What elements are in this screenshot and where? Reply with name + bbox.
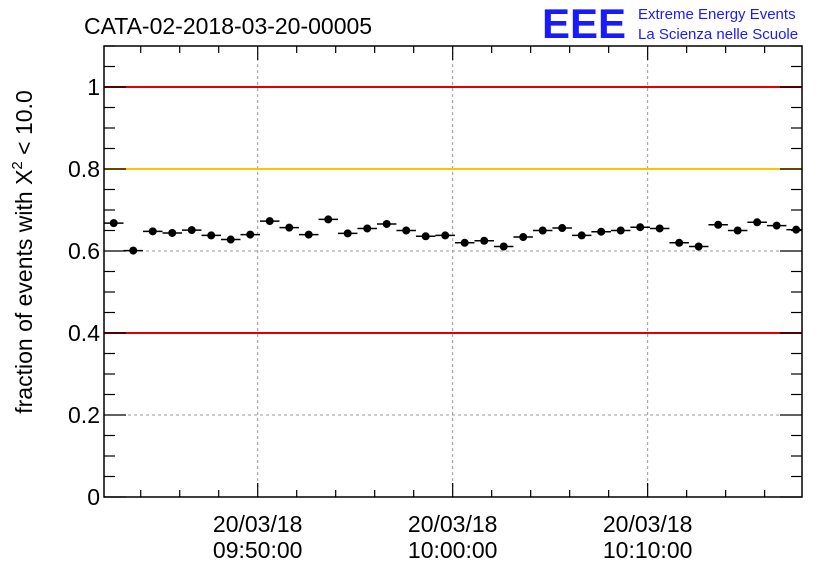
marker xyxy=(363,224,372,233)
data-point xyxy=(630,223,650,232)
marker xyxy=(558,224,567,233)
data-point xyxy=(435,231,455,240)
x-tick-label-time: 09:50:00 xyxy=(213,537,303,563)
data-point xyxy=(727,226,748,235)
data-point xyxy=(552,224,572,233)
y-tick-label: 0.2 xyxy=(68,402,100,428)
data-point xyxy=(104,219,124,228)
marker xyxy=(519,233,528,242)
data-point xyxy=(747,218,767,227)
eee-logo: EEE Extreme Energy Events La Scienza nel… xyxy=(542,0,798,47)
data-point xyxy=(298,230,319,239)
data-point xyxy=(688,242,709,251)
y-tick-label: 0.4 xyxy=(68,320,100,346)
data-point xyxy=(396,226,416,235)
chart-title: CATA-02-2018-03-20-00005 xyxy=(84,13,372,39)
marker xyxy=(792,225,801,234)
data-point xyxy=(786,225,802,234)
y-axis-label: fraction of events with X2 < 10.0 xyxy=(9,90,37,414)
marker xyxy=(616,226,625,235)
data-point xyxy=(571,231,592,240)
marker xyxy=(207,231,216,240)
marker xyxy=(538,226,547,235)
marker xyxy=(441,231,450,240)
marker xyxy=(382,219,391,228)
marker xyxy=(148,227,157,236)
y-axis-label-exponent: 2 xyxy=(9,161,26,169)
data-point xyxy=(766,221,787,230)
marker xyxy=(577,231,586,240)
marker xyxy=(753,218,762,227)
data-point xyxy=(357,224,377,233)
y-axis-label-symbol: X xyxy=(11,170,37,185)
x-tick-label-date: 20/03/18 xyxy=(603,511,693,537)
data-point xyxy=(708,220,728,229)
marker xyxy=(343,229,352,238)
data-point xyxy=(279,223,299,232)
marker xyxy=(733,226,742,235)
marker xyxy=(655,224,664,233)
y-axis-label-prefix: fraction of events with xyxy=(11,185,37,414)
x-tick-label-time: 10:00:00 xyxy=(408,537,498,563)
marker xyxy=(421,232,430,241)
reference-lines xyxy=(104,86,802,334)
data-point xyxy=(259,217,280,226)
data-point xyxy=(415,232,436,241)
marker xyxy=(304,230,313,239)
data-point xyxy=(220,235,241,244)
data-points xyxy=(104,215,802,255)
marker xyxy=(226,235,235,244)
marker xyxy=(265,217,274,226)
marker xyxy=(480,236,489,245)
x-tick-label-time: 10:10:00 xyxy=(603,537,693,563)
data-point xyxy=(474,236,494,245)
data-point xyxy=(591,227,611,236)
y-tick-label: 0 xyxy=(87,484,100,510)
y-tick-label: 0.8 xyxy=(68,156,100,182)
data-point xyxy=(513,233,533,242)
data-point xyxy=(240,230,260,239)
marker xyxy=(772,221,781,230)
eee-logo-mark: EEE xyxy=(542,0,626,47)
y-tick-label: 0.6 xyxy=(68,238,100,264)
axes: 00.20.40.60.8120/03/1809:50:0020/03/1810… xyxy=(68,45,803,563)
marker xyxy=(499,242,508,251)
eee-logo-line1: Extreme Energy Events xyxy=(638,6,796,23)
marker xyxy=(324,215,333,224)
data-point xyxy=(454,238,475,247)
data-point xyxy=(123,246,143,255)
y-tick-label: 1 xyxy=(87,74,100,100)
marker xyxy=(285,223,294,232)
x-tick-label-date: 20/03/18 xyxy=(408,511,498,537)
x-tick-label-date: 20/03/18 xyxy=(213,511,303,537)
data-point xyxy=(493,242,514,251)
marker xyxy=(246,230,255,239)
data-point xyxy=(142,227,163,236)
data-point xyxy=(610,226,631,235)
marker xyxy=(168,228,177,237)
marker xyxy=(402,226,411,235)
data-point xyxy=(532,226,553,235)
data-point xyxy=(181,226,202,235)
marker xyxy=(109,219,118,228)
data-point xyxy=(649,224,670,233)
marker xyxy=(460,238,469,247)
marker xyxy=(636,223,645,232)
marker xyxy=(597,227,606,236)
marker xyxy=(694,242,703,251)
data-point xyxy=(669,238,689,247)
data-point xyxy=(376,219,397,228)
marker xyxy=(675,238,684,247)
data-point xyxy=(318,215,338,224)
data-point xyxy=(337,229,358,238)
marker xyxy=(714,220,723,229)
y-axis-label-suffix: < 10.0 xyxy=(11,90,37,161)
eee-logo-line2: La Scienza nelle Scuole xyxy=(638,26,798,43)
marker xyxy=(129,246,138,255)
marker xyxy=(187,226,196,235)
data-point xyxy=(162,228,182,237)
data-point xyxy=(201,231,221,240)
